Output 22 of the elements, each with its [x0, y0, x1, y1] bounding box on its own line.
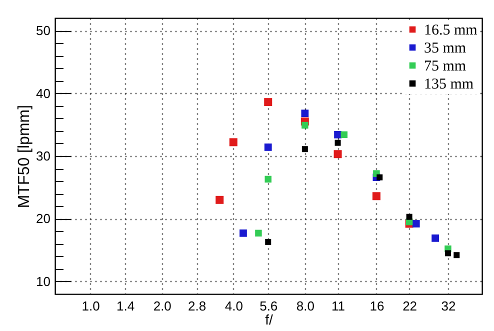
y-tick-label: 20 — [36, 211, 50, 226]
y-tick-label: 40 — [36, 86, 50, 101]
x-tick-label: 2.8 — [188, 298, 206, 314]
x-tick-label: 8.0 — [296, 298, 314, 314]
legend-label: 16.5 mm — [424, 22, 478, 38]
legend-label: 135 mm — [424, 76, 474, 92]
legend-label: 75 mm — [424, 58, 466, 74]
legend-label: 35 mm — [424, 40, 466, 56]
x-tick-label: 1.4 — [116, 298, 135, 314]
y-axis-title: MTF50 [lpmm] — [16, 104, 34, 208]
x-tick-label: 5.6 — [260, 298, 278, 314]
y-tick-label: 50 — [36, 23, 50, 38]
x-tick-label: 16 — [370, 298, 384, 314]
x-axis-title: f/ — [265, 312, 273, 328]
y-tick-label: 10 — [36, 274, 50, 289]
y-tick-label: 30 — [36, 148, 50, 164]
x-tick-label: 2.0 — [153, 298, 172, 314]
x-tick-label: 22 — [402, 298, 418, 314]
x-tick-label: 1.0 — [82, 298, 100, 314]
x-tick-label: 4.0 — [224, 298, 243, 314]
x-tick-label: 11 — [332, 298, 346, 314]
x-tick-label: 32 — [441, 298, 456, 314]
